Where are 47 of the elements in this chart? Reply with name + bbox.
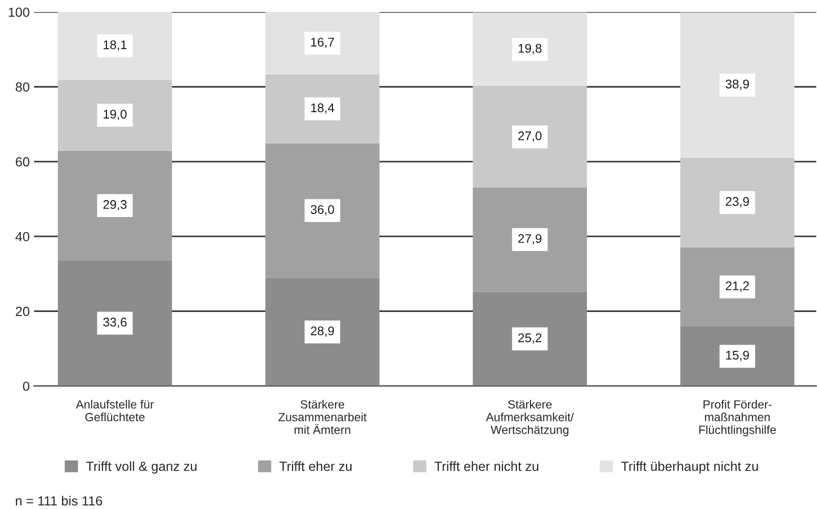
data-label: 16,7 xyxy=(311,38,334,48)
data-label: 19,8 xyxy=(518,44,542,54)
y-tick-label: 0 xyxy=(23,382,30,391)
data-label: 21,2 xyxy=(726,281,749,292)
y-tick-label: 100 xyxy=(8,8,30,17)
data-label: 18,4 xyxy=(311,103,334,114)
data-label: 33,6 xyxy=(103,318,127,328)
bar xyxy=(472,12,587,86)
bar xyxy=(58,150,172,260)
data-label: 19,0 xyxy=(104,110,127,120)
y-tick-label: 60 xyxy=(16,157,30,167)
bar xyxy=(265,278,380,386)
bar xyxy=(680,247,794,327)
bar xyxy=(680,326,794,386)
bar xyxy=(265,74,380,144)
legend-label: Trifft überhaupt nicht zu xyxy=(621,461,758,474)
data-label: 36,0 xyxy=(310,205,334,216)
bar xyxy=(58,80,172,151)
data-label: 29,3 xyxy=(103,200,127,210)
bar xyxy=(680,12,794,158)
legend-label: Trifft eher zu xyxy=(279,461,352,471)
legend-label: Trifft voll & ganz zu xyxy=(86,461,196,474)
data-label: 15,9 xyxy=(726,350,749,362)
data-label: 38,9 xyxy=(726,80,749,90)
data-label: 27,9 xyxy=(518,234,542,244)
x-tick-label: Stärkere Zusammenarbeit mit Ämtern xyxy=(278,400,367,434)
bar xyxy=(58,12,172,80)
y-tick-label: 20 xyxy=(16,306,30,316)
x-tick-label: Profit Förder- maßnahmen Flüchtlingshilfe xyxy=(699,400,776,436)
x-tick-label: Anlaufstelle für Geflüchtete xyxy=(76,400,154,422)
bar xyxy=(472,187,587,292)
y-tick-label: 40 xyxy=(15,232,30,242)
bar xyxy=(58,260,172,386)
bar xyxy=(472,292,587,386)
text: n = 111 bis 116 xyxy=(16,496,102,506)
bar xyxy=(680,158,794,248)
bar xyxy=(265,143,380,278)
data-label: 25,2 xyxy=(518,333,542,344)
data-label: 23,9 xyxy=(726,197,749,208)
data-label: 27,0 xyxy=(518,131,542,142)
x-tick-label: Stärkere Aufmerksamkeit/ Wertschätzung xyxy=(486,400,574,436)
bar xyxy=(472,86,587,188)
data-label: 28,9 xyxy=(310,326,334,337)
bar xyxy=(265,12,380,74)
y-tick-label: 80 xyxy=(16,82,30,92)
data-label: 18,1 xyxy=(104,40,126,51)
legend-label: Trifft eher nicht zu xyxy=(434,461,538,471)
